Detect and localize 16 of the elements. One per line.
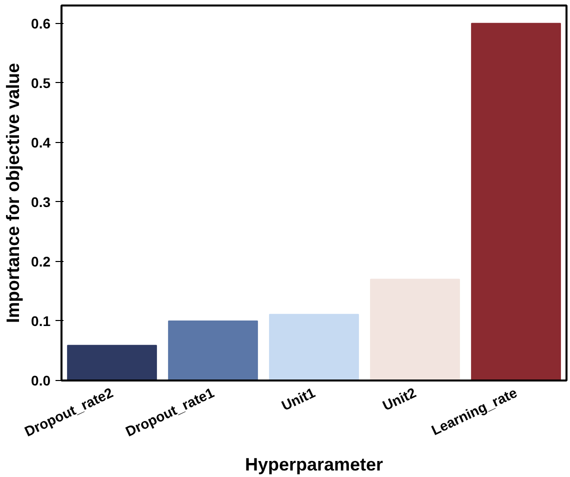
x-axis-title: Hyperparameter — [244, 454, 384, 475]
y-tick-label: 0.6 — [31, 15, 51, 32]
y-tick-label: 0.4 — [31, 134, 51, 150]
y-tick-label: 0.5 — [31, 74, 51, 91]
x-tick-label: Unit1 — [278, 384, 318, 414]
y-tick-label: 0.2 — [31, 253, 51, 270]
x-tick-label: Unit2 — [380, 384, 419, 414]
bar — [370, 278, 460, 380]
bar — [269, 314, 359, 380]
y-tick-label: 0.0 — [31, 372, 51, 388]
y-axis-title: Importance for objective value — [3, 62, 24, 324]
y-tick-label: 0.1 — [31, 312, 51, 329]
y-tick-label: 0.3 — [31, 194, 51, 210]
bar — [471, 22, 561, 380]
bar — [67, 344, 157, 380]
bar — [168, 320, 258, 380]
